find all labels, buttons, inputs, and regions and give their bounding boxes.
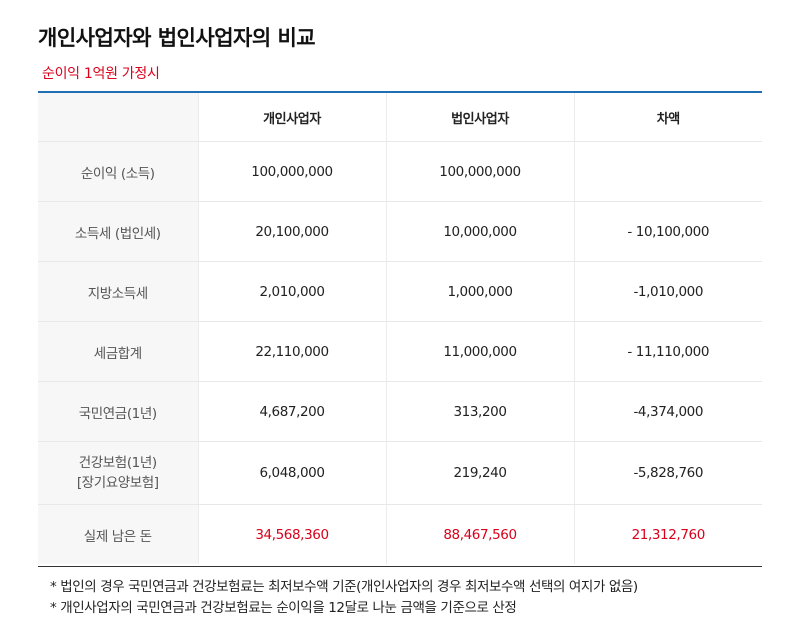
table-row: 국민연금(1년) 4,687,200 313,200 -4,374,000 [38,381,762,442]
individual-value: 2,010,000 [197,261,386,322]
difference-value [573,141,762,202]
corporate-value: 1,000,000 [385,261,574,322]
individual-value: 4,687,200 [197,381,386,442]
individual-value: 22,110,000 [197,321,386,382]
difference-value: - 11,110,000 [573,321,762,382]
table-row: 순이익 (소득) 100,000,000 100,000,000 [38,141,762,202]
header-difference: 차액 [573,93,762,142]
corporate-value: 88,467,560 [385,504,574,564]
table-row: 건강보험(1년) [장기요양보험] 6,048,000 219,240 -5,8… [38,441,762,505]
page-title: 개인사업자와 법인사업자의 비교 [38,26,316,50]
table-row: 세금합계 22,110,000 11,000,000 - 11,110,000 [38,321,762,382]
row-label: 순이익 (소득) [38,141,198,202]
difference-value: -4,374,000 [573,381,762,442]
corporate-value: 219,240 [385,441,574,505]
header-corner [38,93,198,142]
row-label: 국민연금(1년) [38,381,198,442]
row-label: 소득세 (법인세) [38,201,198,262]
row-label: 실제 남은 돈 [38,504,198,564]
individual-value: 20,100,000 [197,201,386,262]
table-row: 지방소득세 2,010,000 1,000,000 -1,010,000 [38,261,762,322]
difference-value: - 10,100,000 [573,201,762,262]
comparison-table: 개인사업자 법인사업자 차액 순이익 (소득) 100,000,000 100,… [38,93,762,564]
page-subtitle: 순이익 1억원 가정시 [42,66,160,82]
table-bottom-divider [38,566,762,567]
row-label: 지방소득세 [38,261,198,322]
corporate-value: 10,000,000 [385,201,574,262]
footnotes: * 법인의 경우 국민연금과 건강보험료는 최저보수액 기준(개인사업자의 경우… [50,577,638,619]
row-label-line2: [장기요양보험] [76,475,159,491]
difference-value: -1,010,000 [573,261,762,322]
individual-value: 6,048,000 [197,441,386,505]
table-row: 소득세 (법인세) 20,100,000 10,000,000 - 10,100… [38,201,762,262]
row-label: 건강보험(1년) [장기요양보험] [38,441,198,505]
row-label-line1: 건강보험(1년) [78,455,157,471]
corporate-value: 11,000,000 [385,321,574,382]
difference-value: 21,312,760 [573,504,762,564]
table-row-total: 실제 남은 돈 34,568,360 88,467,560 21,312,760 [38,504,762,564]
corporate-value: 313,200 [385,381,574,442]
individual-value: 34,568,360 [197,504,386,564]
table-header-row: 개인사업자 법인사업자 차액 [38,93,762,142]
difference-value: -5,828,760 [573,441,762,505]
individual-value: 100,000,000 [197,141,386,202]
corporate-value: 100,000,000 [385,141,574,202]
footnote: * 개인사업자의 국민연금과 건강보험료는 순이익을 12달로 나눈 금액을 기… [50,600,517,616]
header-corporate: 법인사업자 [385,93,574,142]
footnote: * 법인의 경우 국민연금과 건강보험료는 최저보수액 기준(개인사업자의 경우… [50,579,638,595]
table-top-divider [38,91,762,93]
row-label: 세금합계 [38,321,198,382]
header-individual: 개인사업자 [197,93,386,142]
